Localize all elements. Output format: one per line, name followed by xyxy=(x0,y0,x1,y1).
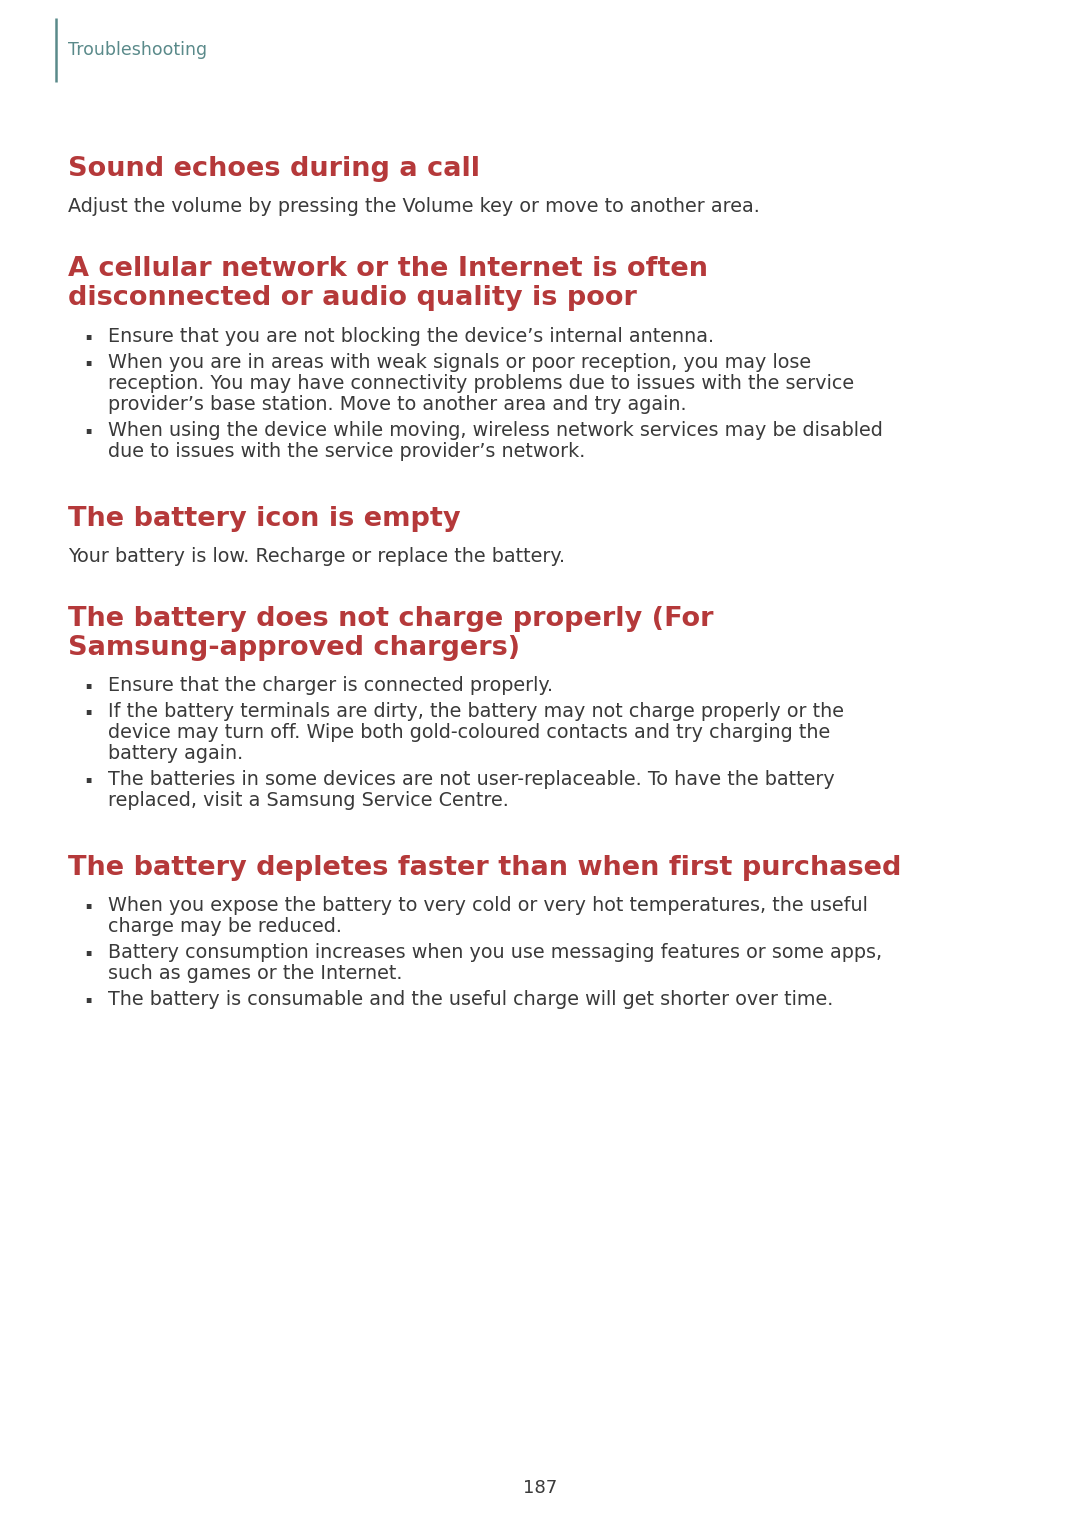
Text: ·: · xyxy=(83,896,93,922)
Text: ·: · xyxy=(83,327,93,353)
Text: ·: · xyxy=(83,944,93,970)
Text: Samsung-approved chargers): Samsung-approved chargers) xyxy=(68,635,521,661)
Text: such as games or the Internet.: such as games or the Internet. xyxy=(108,965,403,983)
Text: Ensure that the charger is connected properly.: Ensure that the charger is connected pro… xyxy=(108,676,553,695)
Text: The battery is consumable and the useful charge will get shorter over time.: The battery is consumable and the useful… xyxy=(108,991,834,1009)
Text: Adjust the volume by pressing the Volume key or move to another area.: Adjust the volume by pressing the Volume… xyxy=(68,197,760,217)
Text: ·: · xyxy=(83,702,93,728)
Text: The battery depletes faster than when first purchased: The battery depletes faster than when fi… xyxy=(68,855,902,881)
Text: When you are in areas with weak signals or poor reception, you may lose: When you are in areas with weak signals … xyxy=(108,353,811,371)
Text: 187: 187 xyxy=(523,1480,557,1496)
Text: ·: · xyxy=(83,770,93,796)
Text: Troubleshooting: Troubleshooting xyxy=(68,41,207,60)
Text: ·: · xyxy=(83,420,93,446)
Text: replaced, visit a Samsung Service Centre.: replaced, visit a Samsung Service Centre… xyxy=(108,791,509,811)
Text: battery again.: battery again. xyxy=(108,744,243,764)
Text: charge may be reduced.: charge may be reduced. xyxy=(108,918,342,936)
Text: device may turn off. Wipe both gold-coloured contacts and try charging the: device may turn off. Wipe both gold-colo… xyxy=(108,724,831,742)
Text: Ensure that you are not blocking the device’s internal antenna.: Ensure that you are not blocking the dev… xyxy=(108,327,714,345)
Text: Your battery is low. Recharge or replace the battery.: Your battery is low. Recharge or replace… xyxy=(68,547,565,567)
Text: When using the device while moving, wireless network services may be disabled: When using the device while moving, wire… xyxy=(108,420,882,440)
Text: ·: · xyxy=(83,353,93,379)
Text: ·: · xyxy=(83,676,93,702)
Text: The battery icon is empty: The battery icon is empty xyxy=(68,505,460,531)
Text: If the battery terminals are dirty, the battery may not charge properly or the: If the battery terminals are dirty, the … xyxy=(108,702,843,721)
Text: ·: · xyxy=(83,991,93,1017)
Text: disconnected or audio quality is poor: disconnected or audio quality is poor xyxy=(68,286,637,312)
Text: Sound echoes during a call: Sound echoes during a call xyxy=(68,156,480,182)
Text: provider’s base station. Move to another area and try again.: provider’s base station. Move to another… xyxy=(108,394,687,414)
Text: A cellular network or the Internet is often: A cellular network or the Internet is of… xyxy=(68,257,708,282)
Text: reception. You may have connectivity problems due to issues with the service: reception. You may have connectivity pro… xyxy=(108,374,854,392)
Text: Battery consumption increases when you use messaging features or some apps,: Battery consumption increases when you u… xyxy=(108,944,882,962)
Text: When you expose the battery to very cold or very hot temperatures, the useful: When you expose the battery to very cold… xyxy=(108,896,868,915)
Text: The batteries in some devices are not user-replaceable. To have the battery: The batteries in some devices are not us… xyxy=(108,770,835,789)
Text: The battery does not charge properly (For: The battery does not charge properly (Fo… xyxy=(68,606,714,632)
Text: due to issues with the service provider’s network.: due to issues with the service provider’… xyxy=(108,441,585,461)
